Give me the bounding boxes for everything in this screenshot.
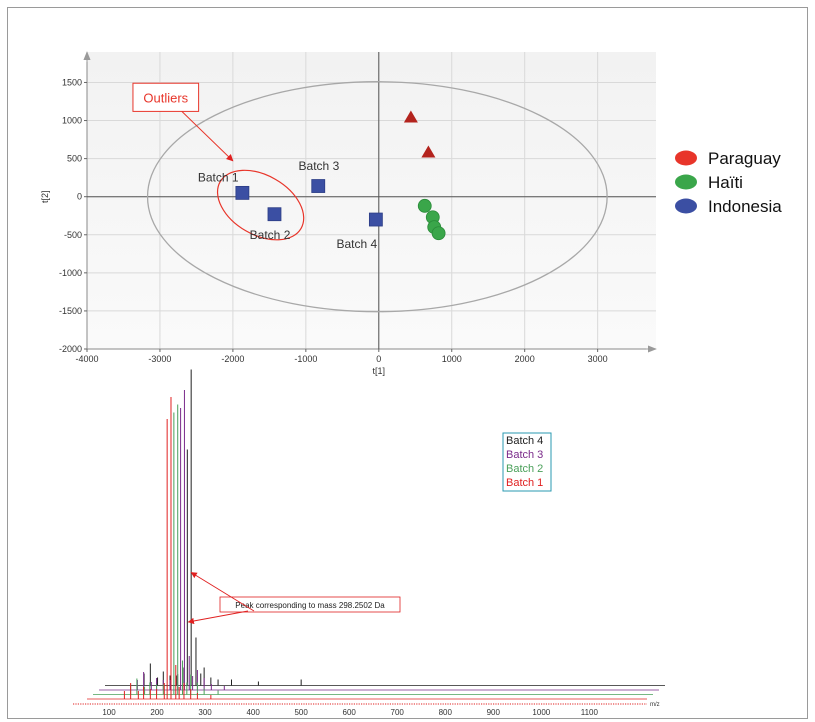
figure-frame [7, 7, 808, 719]
spectrum-tick-label: 200 [150, 708, 164, 717]
y-tick-label: -1000 [59, 268, 82, 278]
y-tick-label: -1500 [59, 306, 82, 316]
spectrum-tick-label: 1000 [532, 708, 550, 717]
hati-point [417, 198, 432, 213]
y-tick-label: -2000 [59, 344, 82, 354]
peak-annotation-box [219, 596, 401, 613]
batch-legend-box [502, 432, 552, 492]
paraguay-point [421, 145, 436, 158]
spectrum-peaks [123, 369, 302, 699]
score-plot: -4000 -3000 -2000 -1000 0 1000 2000 3000 1500 10… [40, 51, 657, 376]
haiti-swatch [675, 174, 697, 190]
x-tick-label: -1000 [294, 354, 317, 364]
peak-annotation-label: Peak corresponding to mass 298.2502 Da [235, 601, 385, 610]
y-tick-label: 1500 [62, 77, 82, 87]
score-plot-y-ticks: 1500 1000 500 0 -500 -1000 -1500 -2000 [59, 77, 87, 354]
legend-item-haiti: Haïti [675, 173, 743, 192]
y-tick-label: 500 [67, 154, 82, 164]
spectrum-tick-label: 700 [391, 708, 405, 717]
peak-annotation: Peak corresponding to mass 298.2502 Da [187, 572, 401, 625]
outliers-callout-arrow [181, 111, 234, 162]
hati-point [431, 226, 446, 241]
y-tick-label: 1000 [62, 116, 82, 126]
spectrum-tick-label: 600 [343, 708, 357, 717]
x-tick-label: -2000 [221, 354, 244, 364]
batch-legend: Batch 4 Batch 3 Batch 2 Batch 1 [502, 432, 552, 492]
batch-legend-item-2: Batch 2 [506, 463, 543, 475]
paraguay-swatch [675, 150, 697, 166]
x-tick-label: -4000 [75, 354, 98, 364]
outliers-callout-label: Outliers [143, 90, 188, 105]
batch-2-annotation: Batch 2 [250, 228, 291, 242]
score-plot-x-ticks: -4000 -3000 -2000 -1000 0 1000 2000 3000 [75, 349, 608, 364]
score-plot-x-label: t[1] [373, 366, 386, 376]
batch-annotations: Batch 1 Batch 2 Batch 3 Batch 4 [198, 159, 378, 251]
peak-annotation-arrow [190, 572, 255, 612]
indonesia-point [368, 212, 383, 227]
legend-item-paraguay: Paraguay [675, 149, 781, 168]
outliers-callout: Outliers [132, 82, 305, 241]
batch-legend-item-4: Batch 4 [506, 435, 543, 447]
confidence-ellipse [146, 81, 608, 313]
spectrum-tick-label: 1100 [581, 708, 599, 717]
haiti-label: Haïti [708, 173, 743, 192]
x-tick-label: -3000 [148, 354, 171, 364]
spectrum-tick-label: 800 [439, 708, 453, 717]
score-plot-grid [87, 52, 656, 349]
peak-annotation-arrows [187, 572, 255, 625]
score-plot-points [235, 110, 446, 241]
paraguay-point [403, 110, 418, 123]
indonesia-point [235, 185, 250, 200]
spectrum-tick-label: 300 [198, 708, 212, 717]
y-tick-label: -500 [64, 230, 82, 240]
legend-item-indonesia: Indonesia [675, 197, 782, 216]
batch-1-annotation: Batch 1 [198, 171, 239, 185]
x-tick-label: 2000 [515, 354, 535, 364]
spectrum-tick-label: 500 [294, 708, 308, 717]
x-tick-label: 1000 [442, 354, 462, 364]
score-plot-y-label: t[2] [40, 190, 50, 203]
x-tick-label: 0 [376, 354, 381, 364]
indonesia-point [311, 179, 326, 193]
indonesia-point [267, 207, 282, 222]
batch-4-annotation: Batch 4 [336, 237, 377, 251]
batch-legend-item-3: Batch 3 [506, 449, 543, 461]
x-tick-label: 3000 [588, 354, 608, 364]
batch-legend-item-1: Batch 1 [506, 477, 543, 489]
spectrum-tick-label: 900 [487, 708, 501, 717]
batch-3-annotation: Batch 3 [299, 159, 340, 173]
mass-spectrum: 100 200 300 400 500 600 700 800 900 1000 1100 m/z … [73, 369, 665, 717]
spectrum-tick-label: 100 [102, 708, 116, 717]
peak-annotation-arrow [187, 610, 249, 625]
paraguay-label: Paraguay [708, 149, 781, 168]
outliers-ring [216, 169, 305, 241]
y-tick-label: 0 [77, 192, 82, 202]
outliers-callout-box [132, 82, 200, 112]
indonesia-swatch [675, 198, 697, 214]
spectrum-x-ticks: 100 200 300 400 500 600 700 800 900 1000 1100 [102, 708, 598, 717]
spectrum-tick-label: 400 [246, 708, 260, 717]
country-legend: Paraguay Haïti Indonesia [675, 149, 782, 216]
indonesia-label: Indonesia [708, 197, 782, 216]
spectrum-x-label: m/z [650, 702, 660, 708]
score-plot-axes [83, 51, 657, 353]
